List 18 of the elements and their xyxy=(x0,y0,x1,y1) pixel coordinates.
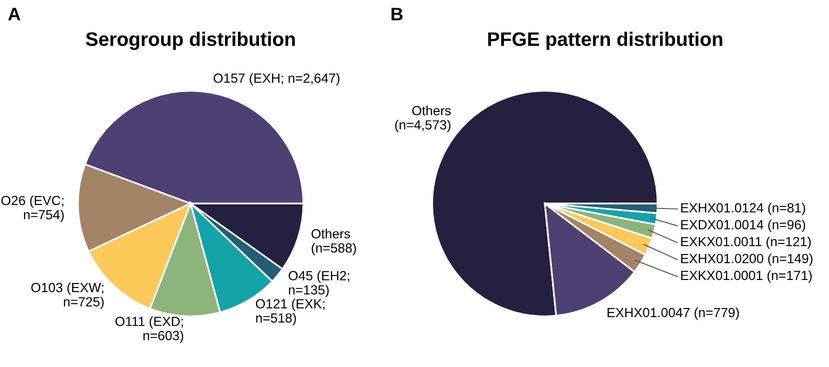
text: A xyxy=(8,8,20,20)
slice-label: O45 (EH2; n=135) xyxy=(288,270,350,298)
chart-title: PFGE pattern distribution xyxy=(488,32,722,50)
text: B xyxy=(392,8,403,20)
slice-label: O157 (EXH; n=2,647) xyxy=(214,73,340,86)
slice-label: O121 (EXK; n=518) xyxy=(256,298,325,326)
slice-label: EXHX01.0047 (n=779) xyxy=(608,308,739,320)
slice-label: EXKX01.0011 (n=121) xyxy=(681,236,811,249)
slice-label: O111 (EXD; n=603) xyxy=(115,316,184,343)
slice-label: EXDX01.0014 (n=96) xyxy=(681,220,806,232)
slice-label: Others (n=588) xyxy=(312,228,356,256)
slice-label: EXHX01.0124 (n=81) xyxy=(681,202,806,216)
slice-label: EXHX01.0200 (n=149) xyxy=(681,254,812,266)
slice-label: Others (n=4,573) xyxy=(395,106,451,132)
slice-label: O26 (EVC; n=754) xyxy=(1,195,64,222)
chart-title: Serogroup distribution xyxy=(86,32,295,50)
slice-label: EXKX01.0001 (n=171) xyxy=(681,270,812,283)
slice-label: O103 (EXW; n=725) xyxy=(31,282,104,310)
